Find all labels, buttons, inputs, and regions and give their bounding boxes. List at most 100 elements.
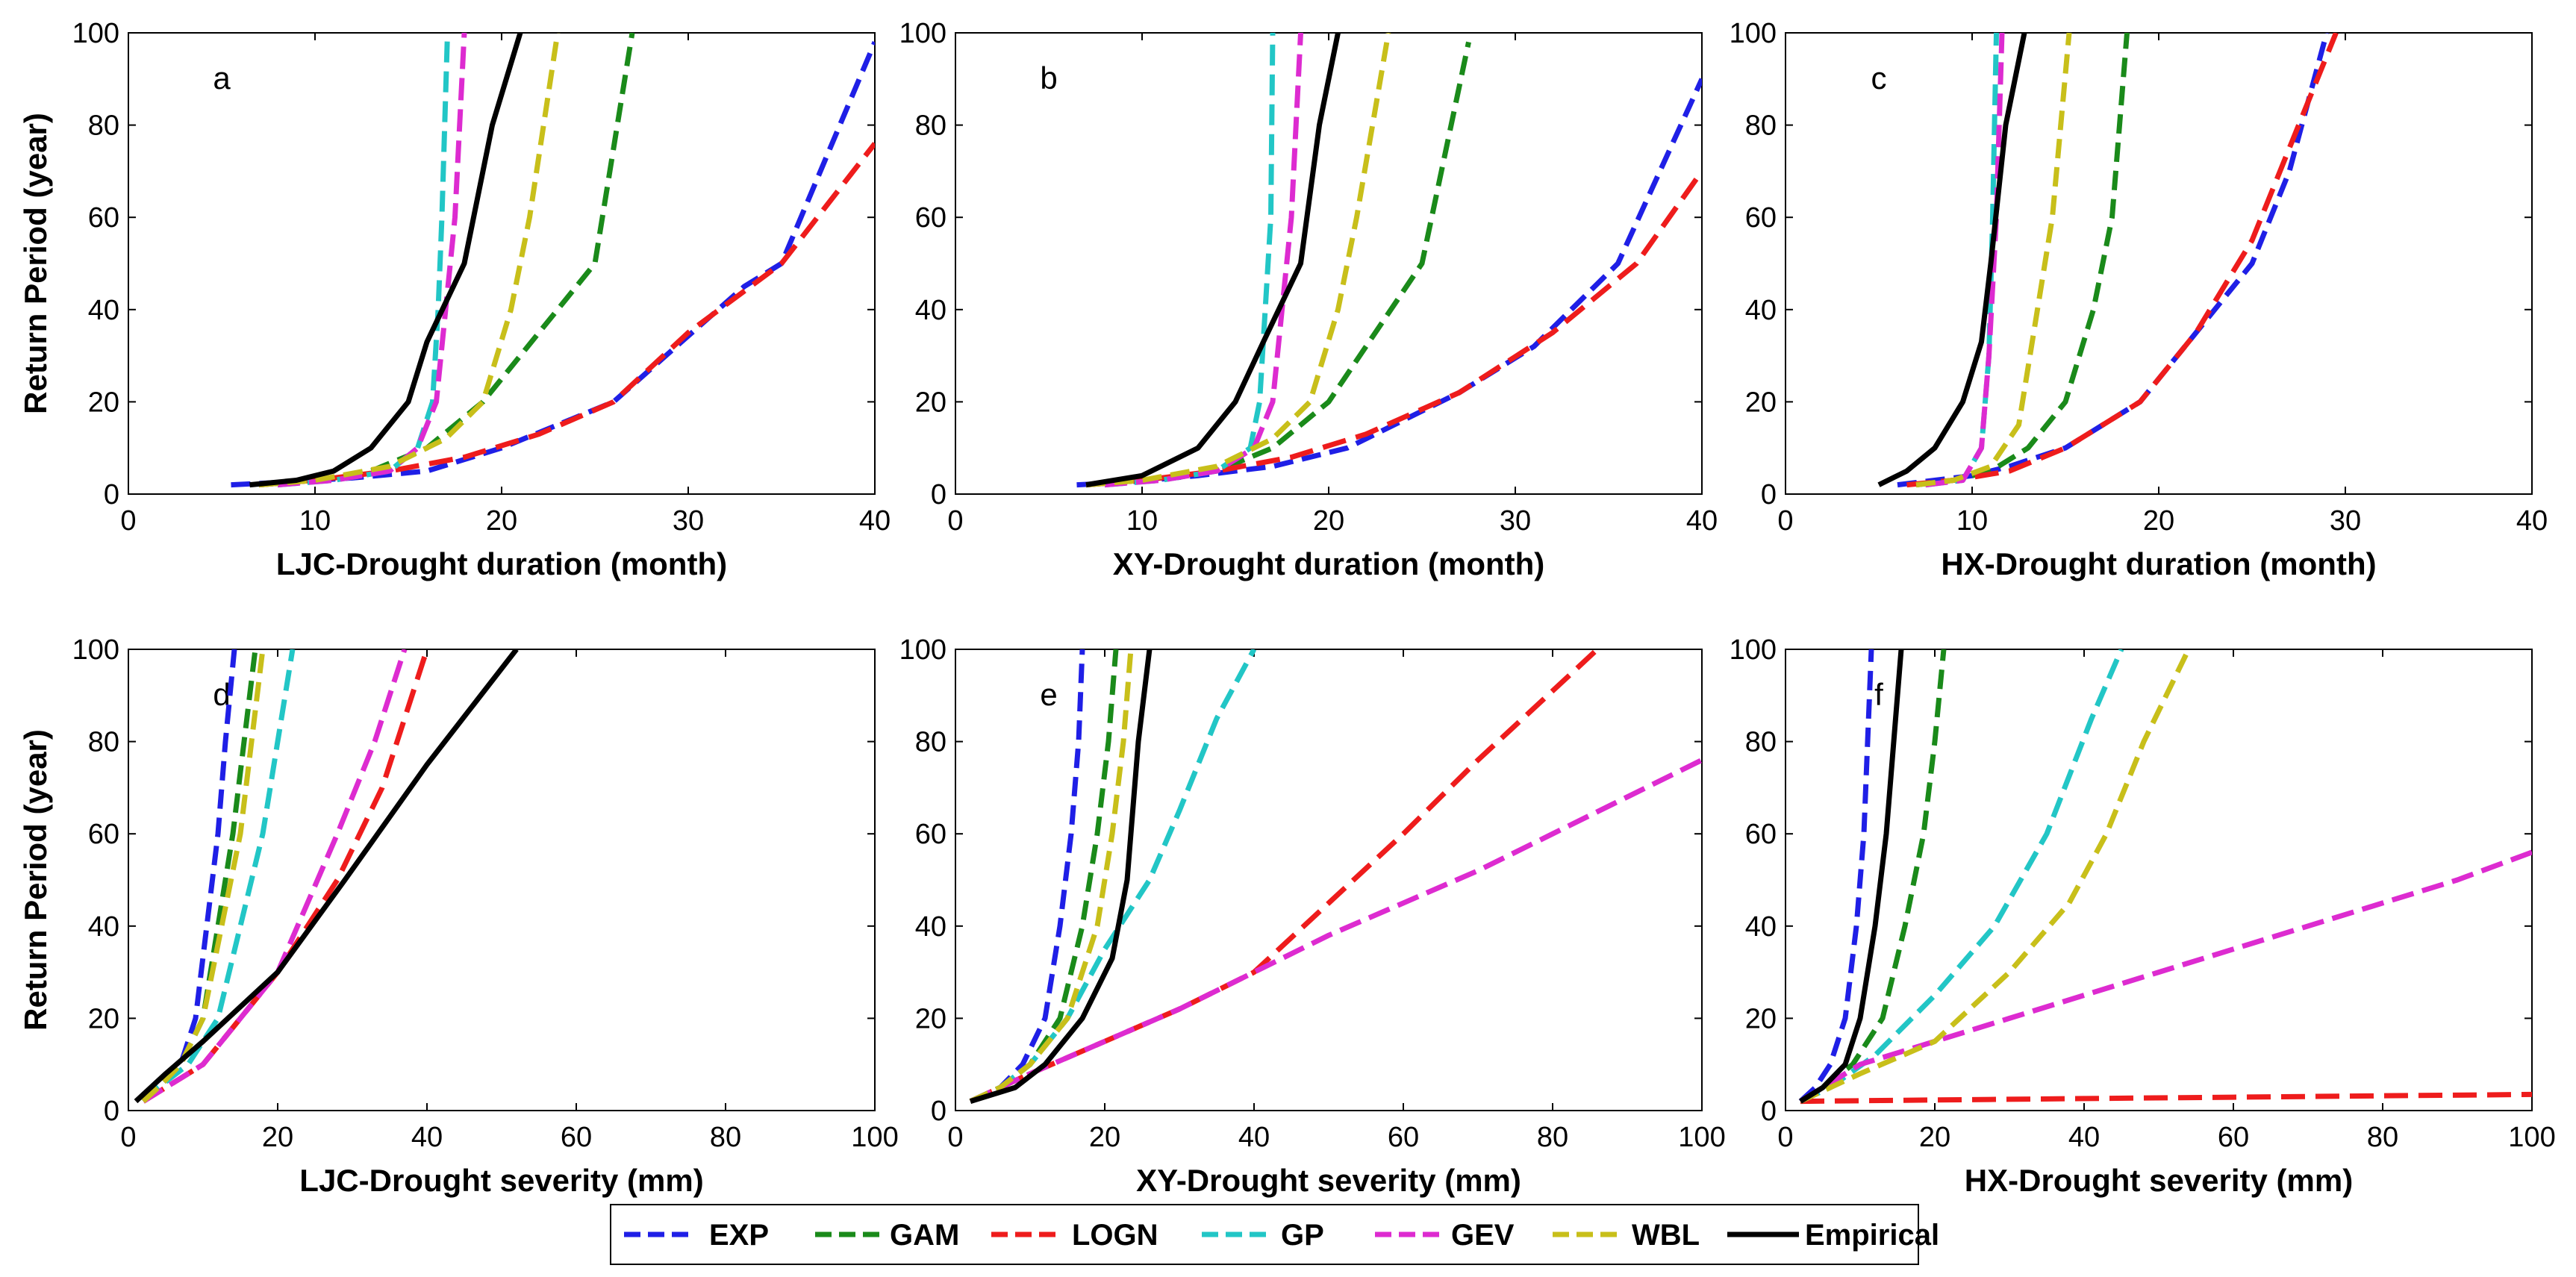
y-tick-label: 60 [915, 819, 946, 850]
y-tick-label: 100 [899, 18, 946, 49]
series-group-f [1798, 649, 2532, 1105]
series-line-gev-a [277, 33, 467, 488]
x-axis-label: LJC-Drought severity (mm) [299, 1163, 703, 1198]
y-tick-label: 80 [915, 110, 946, 142]
series-line-logn-c [1906, 33, 2339, 488]
x-tick-label: 0 [1777, 1122, 1793, 1153]
y-axis-label: Return Period (year) [18, 729, 53, 1031]
y-tick-label: 80 [88, 727, 119, 758]
y-tick-label: 20 [1745, 387, 1777, 418]
y-tick-label: 60 [88, 819, 119, 850]
x-tick-label: 0 [947, 505, 963, 537]
x-tick-label: 80 [1537, 1122, 1568, 1153]
x-tick-label: 20 [262, 1122, 293, 1153]
x-tick-label: 20 [486, 505, 517, 537]
x-axis-label: LJC-Drought duration (month) [276, 546, 727, 581]
plot-area-f [1785, 649, 2533, 1111]
y-axis-label: Return Period (year) [18, 113, 53, 414]
x-axis-label: XY-Drought severity (mm) [1136, 1163, 1521, 1198]
panel-c: 0 10 20 30 40 0 20 40 60 80 100 HX-Drought duration… [1730, 18, 2548, 581]
y-tick-label: 100 [1730, 634, 1777, 666]
x-tick-label: 30 [2330, 505, 2361, 537]
series-group-d [134, 649, 519, 1104]
x-tick-label: 20 [1313, 505, 1344, 537]
y-tick-label: 80 [915, 727, 946, 758]
series-line-gev-b [1104, 33, 1303, 488]
x-tick-label: 100 [1678, 1122, 1725, 1153]
y-tick-label: 60 [1745, 202, 1777, 234]
legend-label-gev: GEV [1451, 1219, 1515, 1252]
panel-letter-e: e [1040, 677, 1057, 712]
y-tick-label: 0 [104, 1096, 119, 1127]
y-tick-label: 40 [915, 911, 946, 943]
x-tick-label: 60 [561, 1122, 592, 1153]
y-tick-label: 20 [915, 387, 946, 418]
x-tick-label: 20 [2143, 505, 2174, 537]
y-tick-label: 40 [915, 295, 946, 326]
series-line-gev-e [969, 758, 1702, 1104]
panel-a: 0 10 20 30 40 0 20 40 60 80 100 LJC-Drought duratio… [18, 18, 891, 581]
x-tick-label: 40 [859, 505, 891, 537]
y-tick-label: 20 [915, 1003, 946, 1034]
x-tick-label: 10 [1956, 505, 1988, 537]
x-tick-label: 40 [411, 1122, 443, 1153]
series-group-b [1076, 33, 1702, 488]
series-line-empirical-b [1085, 33, 1341, 488]
series-line-wbl-a [258, 33, 561, 488]
x-tick-label: 30 [673, 505, 704, 537]
series-line-wbl-b [1085, 33, 1391, 488]
panel-letter-b: b [1040, 60, 1057, 96]
panel-e: 0 20 40 60 80 100 0 20 40 60 80 100 XY-Drought sever… [899, 634, 1726, 1198]
series-line-empirical-d [134, 649, 519, 1104]
legend: EXP GAM LOGN GP GEV WBL Empirical [610, 1204, 1939, 1265]
x-tick-label: 100 [2508, 1122, 2555, 1153]
y-tick-label: 60 [1745, 819, 1777, 850]
y-tick-label: 80 [88, 110, 119, 142]
y-tick-label: 0 [931, 479, 946, 511]
y-tick-label: 40 [88, 295, 119, 326]
series-line-wbl-d [141, 649, 266, 1104]
y-tick-label: 60 [88, 202, 119, 234]
x-tick-label: 80 [2367, 1122, 2398, 1153]
x-tick-label: 0 [120, 1122, 136, 1153]
x-tick-label: 40 [2516, 505, 2548, 537]
y-tick-label: 100 [72, 18, 119, 49]
panel-letter-c: c [1871, 60, 1887, 96]
y-tick-label: 20 [88, 1003, 119, 1034]
legend-label-exp: EXP [709, 1219, 769, 1252]
series-line-exp-d [141, 649, 237, 1104]
y-tick-label: 80 [1745, 110, 1777, 142]
series-line-logn-f [1800, 1091, 2532, 1105]
x-tick-label: 0 [947, 1122, 963, 1153]
y-tick-label: 100 [899, 634, 946, 666]
panel-letter-d: d [213, 677, 230, 712]
legend-label-wbl: WBL [1632, 1219, 1700, 1252]
legend-label-gp: GP [1281, 1219, 1324, 1252]
x-tick-label: 100 [851, 1122, 898, 1153]
legend-label-gam: GAM [890, 1219, 959, 1252]
y-tick-label: 0 [1761, 479, 1777, 511]
x-tick-label: 10 [299, 505, 331, 537]
series-line-wbl-c [1915, 33, 2072, 488]
y-tick-label: 60 [915, 202, 946, 234]
y-tick-label: 20 [88, 387, 119, 418]
panel-letter-a: a [213, 60, 231, 96]
x-tick-label: 40 [1238, 1122, 1270, 1153]
panel-f: 0 20 40 60 80 100 0 20 40 60 80 100 HX-Drought sever… [1730, 634, 2556, 1198]
x-tick-label: 20 [1919, 1122, 1950, 1153]
x-tick-label: 40 [1686, 505, 1718, 537]
y-tick-label: 20 [1745, 1003, 1777, 1034]
x-tick-label: 40 [2068, 1122, 2100, 1153]
x-tick-label: 60 [2218, 1122, 2249, 1153]
series-line-empirical-f [1799, 649, 1904, 1104]
series-line-wbl-e [969, 649, 1134, 1104]
series-group-e [969, 649, 1702, 1104]
x-tick-label: 30 [1500, 505, 1531, 537]
x-axis-label: XY-Drought duration (month) [1113, 546, 1545, 581]
y-tick-label: 0 [931, 1096, 946, 1127]
plot-area-c [1785, 32, 2533, 495]
y-tick-label: 100 [1730, 18, 1777, 49]
plot-area-b [955, 32, 1703, 495]
x-axis-label: HX-Drought duration (month) [1941, 546, 2376, 581]
